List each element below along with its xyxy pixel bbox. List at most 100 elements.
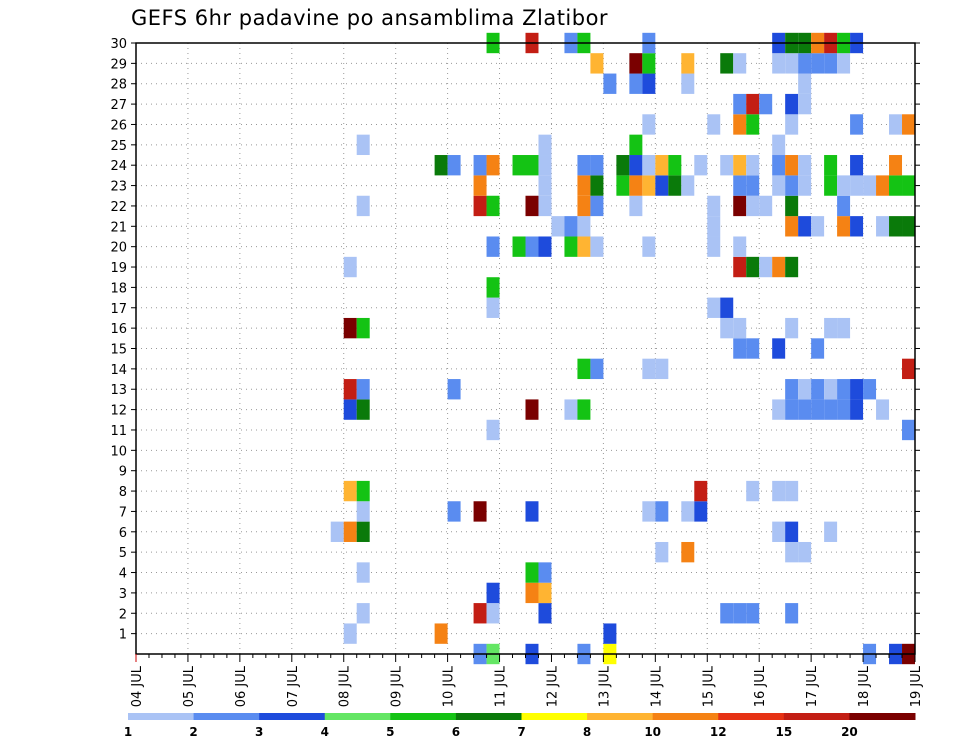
heatmap-cell xyxy=(434,155,448,176)
heatmap-cell xyxy=(551,216,565,237)
heatmap-cell xyxy=(434,623,448,644)
heatmap-cell xyxy=(889,175,903,196)
heatmap-cell xyxy=(577,175,591,196)
heatmap-cell xyxy=(538,236,552,257)
heatmap-cell xyxy=(850,399,864,420)
heatmap-cell xyxy=(590,175,604,196)
y-tick-label: 15 xyxy=(110,343,127,358)
heatmap-cell xyxy=(538,603,552,624)
y-tick-label: 27 xyxy=(110,98,127,113)
heatmap-cell xyxy=(746,195,760,217)
heatmap-cell xyxy=(486,277,500,298)
heatmap-cell xyxy=(824,317,838,339)
heatmap-cell xyxy=(473,155,487,176)
heatmap-cell xyxy=(577,358,591,380)
heatmap-cell xyxy=(707,216,721,237)
heatmap-cell xyxy=(577,216,591,237)
heatmap-cell xyxy=(785,155,799,176)
heatmap-cell xyxy=(746,175,760,196)
x-tick-label: 12 JUL xyxy=(545,665,560,707)
heatmap-cell xyxy=(824,175,838,196)
heatmap-cell xyxy=(733,155,747,176)
heatmap-cell xyxy=(785,53,799,74)
heatmap-cell xyxy=(850,379,864,400)
heatmap-cell xyxy=(525,236,539,257)
chart-title: GEFS 6hr padavine po ansamblima Zlatibor xyxy=(131,6,609,30)
heatmap-cell xyxy=(733,603,747,624)
heatmap-cell xyxy=(837,379,851,400)
heatmap-cell xyxy=(356,603,370,624)
heatmap-cell xyxy=(538,562,552,583)
heatmap-cell xyxy=(902,358,915,380)
y-tick-label: 26 xyxy=(110,118,127,133)
legend-color-swatch xyxy=(193,713,260,720)
heatmap-cell xyxy=(642,501,656,522)
heatmap-cell xyxy=(746,93,760,115)
heatmap-cell xyxy=(356,195,370,217)
heatmap-cell xyxy=(538,134,552,156)
heatmap-cell xyxy=(811,53,825,74)
x-tick-label: 08 JUL xyxy=(338,665,353,707)
heatmap-cell xyxy=(655,155,669,176)
heatmap-cell xyxy=(681,73,695,94)
heatmap-cell xyxy=(525,501,539,522)
heatmap-cell xyxy=(733,256,747,278)
heatmap-cell xyxy=(759,256,773,278)
y-tick-label: 30 xyxy=(110,37,127,52)
heatmap-cell xyxy=(902,175,915,196)
heatmap-cell xyxy=(525,582,539,604)
y-tick-label: 17 xyxy=(110,302,127,317)
heatmap-cell xyxy=(733,114,747,135)
heatmap-cell xyxy=(785,521,799,542)
heatmap-cell xyxy=(473,195,487,217)
y-tick-label: 21 xyxy=(110,220,127,235)
heatmap-cell xyxy=(720,603,734,624)
heatmap-cell xyxy=(356,379,370,400)
heatmap-cell xyxy=(772,134,786,156)
x-tick-label: 17 JUL xyxy=(805,665,820,707)
heatmap-cell xyxy=(356,521,370,542)
y-tick-label: 7 xyxy=(119,505,127,520)
heatmap-cell xyxy=(889,216,903,237)
heatmap-cell xyxy=(902,419,915,441)
heatmap-cell xyxy=(590,358,604,380)
heatmap-cell xyxy=(681,541,695,563)
heatmap-cell xyxy=(785,603,799,624)
y-tick-label: 22 xyxy=(110,200,127,215)
heatmap-cell xyxy=(356,480,370,502)
legend-label: 8 xyxy=(583,725,591,739)
y-tick-label: 8 xyxy=(119,485,127,500)
heatmap-cell xyxy=(564,399,578,420)
heatmap-cell xyxy=(343,256,357,278)
heatmap-cell xyxy=(850,216,864,237)
heatmap-cell xyxy=(863,175,877,196)
heatmap-cell xyxy=(811,216,825,237)
heatmap-cell xyxy=(343,623,357,644)
legend-label: 5 xyxy=(386,725,394,739)
heatmap-cell xyxy=(837,317,851,339)
heatmap-cell xyxy=(772,338,786,359)
heatmap-cell xyxy=(512,155,526,176)
y-tick-label: 6 xyxy=(119,526,127,541)
legend-label: 10 xyxy=(644,725,661,739)
heatmap-cell xyxy=(343,317,357,339)
heatmap-cell xyxy=(798,541,812,563)
heatmap-cell xyxy=(798,379,812,400)
heatmap-cell xyxy=(356,399,370,420)
legend-color-swatch xyxy=(718,713,785,720)
heatmap-cell xyxy=(785,399,799,420)
x-tick-label: 13 JUL xyxy=(597,665,612,707)
legend-label: 3 xyxy=(255,725,263,739)
heatmap-cell xyxy=(538,175,552,196)
heatmap-cell xyxy=(902,114,915,135)
heatmap-cell xyxy=(785,317,799,339)
heatmap-cell xyxy=(694,501,708,522)
heatmap-cell xyxy=(655,541,669,563)
heatmap-cell xyxy=(785,256,799,278)
heatmap-cell xyxy=(564,216,578,237)
x-tick-label: 10 JUL xyxy=(442,665,457,707)
heatmap-cell xyxy=(486,419,500,441)
heatmap-cell xyxy=(707,297,721,318)
x-tick-label: 07 JUL xyxy=(286,665,301,707)
heatmap-cell xyxy=(785,114,799,135)
